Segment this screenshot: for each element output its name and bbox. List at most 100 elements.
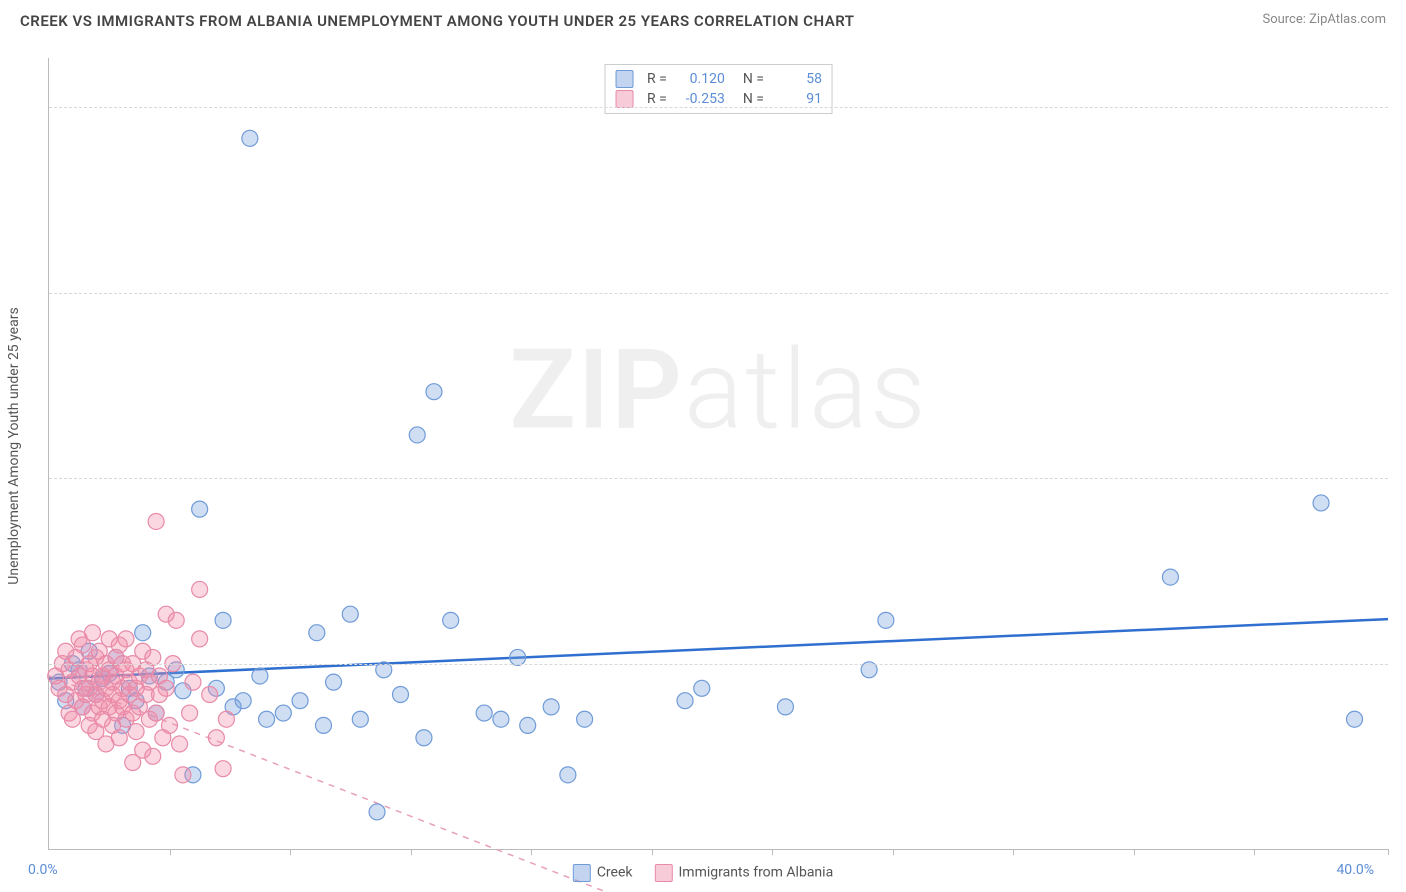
legend-swatch [615,70,633,88]
data-point [409,427,425,443]
header: CREEK VS IMMIGRANTS FROM ALBANIA UNEMPLO… [0,0,1406,38]
data-point [192,581,208,597]
data-point [158,680,174,696]
y-tick-label: 60.0% [1393,99,1406,115]
data-point [352,711,368,727]
data-point [172,736,188,752]
y-tick-label: 45.0% [1393,285,1406,301]
x-tick [1134,849,1135,855]
data-point [128,724,144,740]
data-point [1162,569,1178,585]
data-point [1347,711,1363,727]
series-legend-item: Creek [573,864,633,882]
legend-r-label: R = [647,71,667,87]
legend-swatch [654,864,672,882]
series-legend-label: Immigrants from Albania [678,865,833,881]
data-point [118,631,134,647]
data-point [777,699,793,715]
gridline-horizontal [49,293,1388,294]
data-point [476,705,492,721]
legend-n-value: 58 [772,71,822,87]
data-point [148,513,164,529]
data-point [369,804,385,820]
data-point [202,687,218,703]
data-point [326,674,342,690]
data-point [275,705,291,721]
x-axis-label-min: 0.0% [28,862,58,878]
x-tick [652,849,653,855]
data-point [315,717,331,733]
data-point [677,693,693,709]
data-point [208,730,224,746]
legend-n-label: N = [743,71,764,87]
x-tick [531,849,532,855]
legend-n-value: 91 [772,91,822,107]
data-point [309,625,325,641]
series-legend: Creek Immigrants from Albania [573,864,833,882]
legend-n-label: N = [743,91,764,107]
data-point [292,693,308,709]
source-label: Source: ZipAtlas.com [1262,12,1386,27]
correlation-legend-row: R = -0.253 N = 91 [615,89,822,109]
data-point [342,606,358,622]
data-point [259,711,275,727]
data-point [215,761,231,777]
series-legend-item: Immigrants from Albania [654,864,833,882]
data-point [162,717,178,733]
data-point [252,668,268,684]
data-point [218,711,234,727]
data-point [215,612,231,628]
data-point [111,730,127,746]
data-point [192,501,208,517]
data-point [694,680,710,696]
x-tick [893,849,894,855]
y-axis-label: Unemployment Among Youth under 25 years [6,307,22,584]
chart-title: CREEK VS IMMIGRANTS FROM ALBANIA UNEMPLO… [20,12,855,30]
gridline-horizontal [49,664,1388,665]
x-tick [772,849,773,855]
data-point [1313,495,1329,511]
data-point [182,705,198,721]
legend-r-label: R = [647,91,667,107]
x-tick [411,849,412,855]
data-point [426,384,442,400]
x-tick [1013,849,1014,855]
data-point [145,748,161,764]
data-point [175,767,191,783]
x-tick [1254,849,1255,855]
legend-swatch [573,864,591,882]
legend-r-value: -0.253 [675,91,725,107]
gridline-horizontal [49,107,1388,108]
correlation-legend-row: R = 0.120 N = 58 [615,69,822,89]
x-axis-label-max: 40.0% [1336,862,1374,878]
data-point [168,612,184,628]
data-point [85,625,101,641]
data-point [416,730,432,746]
data-point [135,625,151,641]
data-point [443,612,459,628]
legend-r-value: 0.120 [675,71,725,87]
gridline-horizontal [49,478,1388,479]
data-point [493,711,509,727]
series-legend-label: Creek [597,865,633,881]
data-point [878,612,894,628]
data-point [520,717,536,733]
y-tick-label: 15.0% [1393,656,1406,672]
y-tick-label: 30.0% [1393,470,1406,486]
x-tick [290,849,291,855]
trend-line [49,676,1388,892]
x-tick [170,849,171,855]
x-tick [1388,849,1389,855]
chart-plot-area: ZIPatlas R =0.120N =58R =-0.253N =91 15.… [48,58,1388,850]
data-point [577,711,593,727]
data-point [185,674,201,690]
data-point [560,767,576,783]
data-point [148,705,164,721]
data-point [543,699,559,715]
trend-line [49,619,1388,678]
data-point [192,631,208,647]
data-point [235,693,251,709]
data-point [242,130,258,146]
scatter-svg [49,58,1388,849]
data-point [392,687,408,703]
